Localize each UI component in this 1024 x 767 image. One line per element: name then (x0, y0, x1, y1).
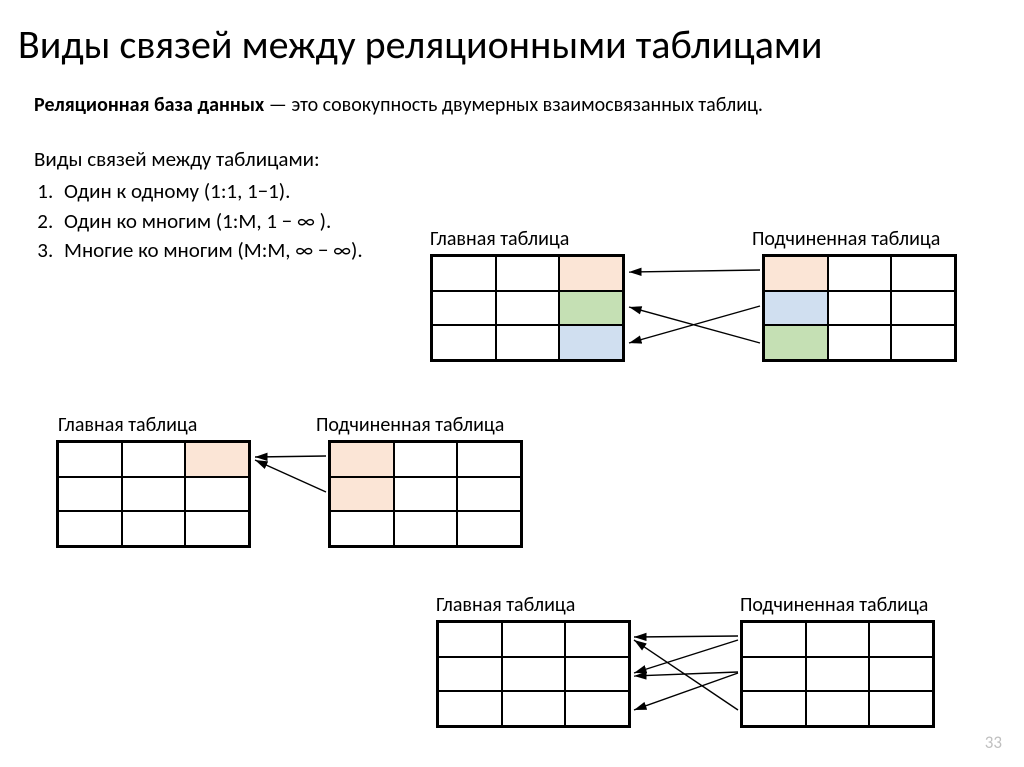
table-cell (502, 622, 566, 657)
table-cell (559, 291, 623, 326)
label-main-table: Главная таблица (436, 593, 575, 617)
table-cell (869, 691, 933, 726)
table-cell (806, 691, 870, 726)
table-cell (559, 325, 623, 360)
sub-table-grid (740, 620, 935, 728)
table-cell (891, 291, 955, 326)
table-cell (457, 477, 521, 512)
relation-arrow (634, 640, 738, 673)
table-cell (457, 511, 521, 546)
table-cell (432, 291, 496, 326)
list-heading: Виды связей между таблицами: (26, 145, 1024, 175)
table-cell (122, 442, 186, 477)
relation-arrow (629, 306, 760, 343)
table-cell (496, 291, 560, 326)
table-cell (764, 325, 828, 360)
table-cell (828, 325, 892, 360)
table-cell (122, 511, 186, 546)
relation-arrow (629, 307, 760, 343)
subtitle-strong: Реляционная база данных (34, 93, 264, 117)
list-item: Один к одному (1:1, 1−1). (58, 177, 1024, 207)
table-cell (806, 622, 870, 657)
sub-table-grid (762, 254, 957, 362)
table-cell (742, 691, 806, 726)
table-cell (438, 657, 502, 692)
relation-arrow (634, 672, 738, 676)
types-list: Один к одному (1:1, 1−1). Один ко многим… (26, 177, 1024, 266)
table-cell (394, 511, 458, 546)
list-item: Один ко многим (1:М, 1 − ∞ ). (58, 207, 1024, 237)
relation-arrow (634, 640, 738, 710)
table-cell (58, 477, 122, 512)
table-cell (330, 477, 394, 512)
table-cell (496, 325, 560, 360)
table-cell (122, 477, 186, 512)
table-cell (330, 442, 394, 477)
table-cell (891, 325, 955, 360)
main-table-grid (430, 254, 625, 362)
table-cell (185, 442, 249, 477)
table-cell (330, 511, 394, 546)
table-cell (742, 657, 806, 692)
table-cell (394, 442, 458, 477)
page-number: 33 (985, 732, 1002, 753)
table-cell (869, 622, 933, 657)
types-list-block: Виды связей между таблицами: Один к одно… (0, 117, 1024, 266)
table-cell (742, 622, 806, 657)
subtitle: Реляционная база данных — это совокупнос… (0, 79, 1024, 117)
label-sub-table: Подчиненная таблица (316, 413, 504, 437)
table-cell (502, 691, 566, 726)
sub-table-grid (328, 440, 523, 548)
table-cell (764, 291, 828, 326)
subtitle-rest: — это совокупность двумерных взаимосвяза… (264, 93, 763, 117)
table-cell (828, 291, 892, 326)
table-cell (565, 622, 629, 657)
label-main-table: Главная таблица (58, 413, 197, 437)
table-cell (869, 657, 933, 692)
relation-arrow (629, 270, 760, 272)
table-cell (432, 325, 496, 360)
table-cell (58, 442, 122, 477)
table-cell (457, 442, 521, 477)
table-cell (58, 511, 122, 546)
relation-arrow (255, 460, 326, 492)
table-cell (394, 477, 458, 512)
main-table-grid (56, 440, 251, 548)
table-cell (438, 691, 502, 726)
table-cell (185, 477, 249, 512)
table-cell (502, 657, 566, 692)
table-cell (185, 511, 249, 546)
main-table-grid (436, 620, 631, 728)
table-cell (438, 622, 502, 657)
table-cell (565, 691, 629, 726)
relation-arrow (255, 456, 326, 457)
list-item: Многие ко многим (М:М, ∞ − ∞). (58, 236, 1024, 266)
relation-arrow (634, 673, 738, 710)
label-sub-table: Подчиненная таблица (740, 593, 928, 617)
page-title: Виды связей между реляционными таблицами (0, 0, 1024, 79)
table-cell (806, 657, 870, 692)
relation-arrow (634, 636, 738, 637)
table-cell (565, 657, 629, 692)
